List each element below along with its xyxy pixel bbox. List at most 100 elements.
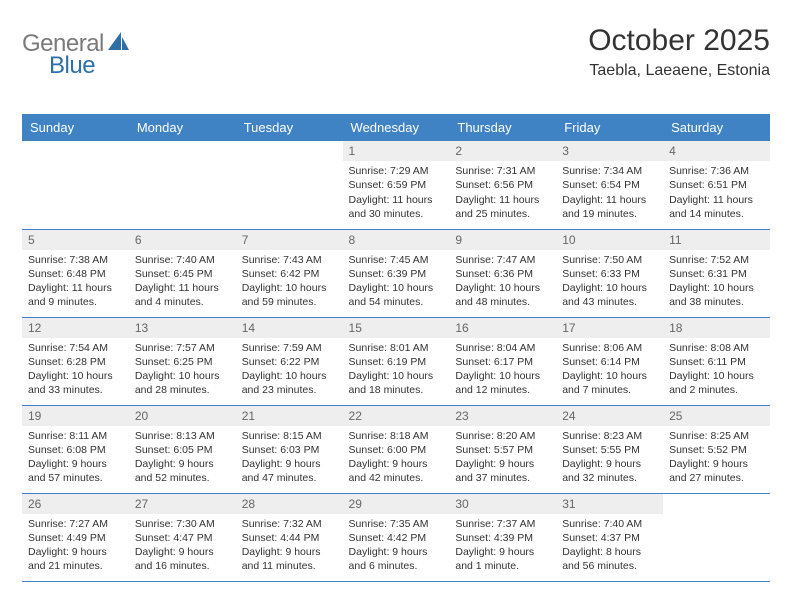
sunset-line: Sunset: 4:37 PM: [562, 531, 657, 545]
day-number: 9: [449, 230, 556, 250]
day-number: 16: [449, 318, 556, 338]
day-cell: 19Sunrise: 8:11 AMSunset: 6:08 PMDayligh…: [22, 405, 129, 493]
day-number: 3: [556, 141, 663, 161]
daylight-line: Daylight: 9 hours and 27 minutes.: [669, 457, 764, 485]
daylight-line: Daylight: 9 hours and 6 minutes.: [349, 545, 444, 573]
weekday-header: Sunday: [22, 114, 129, 141]
sunset-line: Sunset: 6:28 PM: [28, 355, 123, 369]
month-title: October 2025: [588, 24, 770, 58]
sunset-line: Sunset: 4:42 PM: [349, 531, 444, 545]
day-cell: 2Sunrise: 7:31 AMSunset: 6:56 PMDaylight…: [449, 141, 556, 229]
header-row: General October 2025 Taebla, Laeaene, Es…: [22, 24, 770, 86]
sunrise-line: Sunrise: 7:36 AM: [669, 164, 764, 178]
daylight-line: Daylight: 10 hours and 23 minutes.: [242, 369, 337, 397]
sunset-line: Sunset: 6:39 PM: [349, 267, 444, 281]
day-cell: 18Sunrise: 8:08 AMSunset: 6:11 PMDayligh…: [663, 317, 770, 405]
day-cell: 10Sunrise: 7:50 AMSunset: 6:33 PMDayligh…: [556, 229, 663, 317]
sunrise-line: Sunrise: 8:08 AM: [669, 341, 764, 355]
sunrise-line: Sunrise: 7:43 AM: [242, 253, 337, 267]
day-number: 21: [236, 406, 343, 426]
sunset-line: Sunset: 4:39 PM: [455, 531, 550, 545]
calendar-table: SundayMondayTuesdayWednesdayThursdayFrid…: [22, 114, 770, 582]
day-number: 14: [236, 318, 343, 338]
sunrise-line: Sunrise: 8:15 AM: [242, 429, 337, 443]
day-number: 13: [129, 318, 236, 338]
day-cell: 22Sunrise: 8:18 AMSunset: 6:00 PMDayligh…: [343, 405, 450, 493]
daylight-line: Daylight: 8 hours and 56 minutes.: [562, 545, 657, 573]
daylight-line: Daylight: 9 hours and 11 minutes.: [242, 545, 337, 573]
day-cell: 26Sunrise: 7:27 AMSunset: 4:49 PMDayligh…: [22, 493, 129, 581]
day-number: 20: [129, 406, 236, 426]
sunrise-line: Sunrise: 8:06 AM: [562, 341, 657, 355]
day-cell: 28Sunrise: 7:32 AMSunset: 4:44 PMDayligh…: [236, 493, 343, 581]
sunset-line: Sunset: 5:55 PM: [562, 443, 657, 457]
weekday-header-row: SundayMondayTuesdayWednesdayThursdayFrid…: [22, 114, 770, 141]
day-cell: 1Sunrise: 7:29 AMSunset: 6:59 PMDaylight…: [343, 141, 450, 229]
sunset-line: Sunset: 6:31 PM: [669, 267, 764, 281]
day-cell: 25 Sunrise: 8:25 AMSunset: 5:52 PMDayligh…: [663, 405, 770, 493]
sunrise-line: Sunrise: 7:54 AM: [28, 341, 123, 355]
sunset-line: Sunset: 6:59 PM: [349, 178, 444, 192]
day-cell: 8Sunrise: 7:45 AMSunset: 6:39 PMDaylight…: [343, 229, 450, 317]
sunrise-line: Sunrise: 8:25 AM: [669, 429, 764, 443]
daylight-line: Daylight: 11 hours and 14 minutes.: [669, 193, 764, 221]
day-cell: 12Sunrise: 7:54 AMSunset: 6:28 PMDayligh…: [22, 317, 129, 405]
sunrise-line: Sunrise: 7:35 AM: [349, 517, 444, 531]
sunrise-line: Sunrise: 7:45 AM: [349, 253, 444, 267]
sunset-line: Sunset: 6:22 PM: [242, 355, 337, 369]
sunrise-line: Sunrise: 7:31 AM: [455, 164, 550, 178]
sunset-line: Sunset: 4:44 PM: [242, 531, 337, 545]
day-number: 11: [663, 230, 770, 250]
day-cell: 20Sunrise: 8:13 AMSunset: 6:05 PMDayligh…: [129, 405, 236, 493]
sunrise-line: Sunrise: 7:27 AM: [28, 517, 123, 531]
day-number: 27: [129, 494, 236, 514]
sunset-line: Sunset: 6:17 PM: [455, 355, 550, 369]
day-number: 6: [129, 230, 236, 250]
sunrise-line: Sunrise: 7:57 AM: [135, 341, 230, 355]
sunset-line: Sunset: 6:54 PM: [562, 178, 657, 192]
day-number: 23: [449, 406, 556, 426]
sunrise-line: Sunrise: 8:20 AM: [455, 429, 550, 443]
sunset-line: Sunset: 6:11 PM: [669, 355, 764, 369]
sunset-line: Sunset: 6:19 PM: [349, 355, 444, 369]
day-cell: 7Sunrise: 7:43 AMSunset: 6:42 PMDaylight…: [236, 229, 343, 317]
day-cell: 17Sunrise: 8:06 AMSunset: 6:14 PMDayligh…: [556, 317, 663, 405]
sunrise-line: Sunrise: 7:29 AM: [349, 164, 444, 178]
daylight-line: Daylight: 9 hours and 37 minutes.: [455, 457, 550, 485]
daylight-line: Daylight: 10 hours and 38 minutes.: [669, 281, 764, 309]
day-cell: 15Sunrise: 8:01 AMSunset: 6:19 PMDayligh…: [343, 317, 450, 405]
daylight-line: Daylight: 10 hours and 2 minutes.: [669, 369, 764, 397]
sunset-line: Sunset: 6:14 PM: [562, 355, 657, 369]
daylight-line: Daylight: 9 hours and 52 minutes.: [135, 457, 230, 485]
daylight-line: Daylight: 10 hours and 59 minutes.: [242, 281, 337, 309]
day-number: 24: [556, 406, 663, 426]
sunset-line: Sunset: 5:52 PM: [669, 443, 764, 457]
sunset-line: Sunset: 6:45 PM: [135, 267, 230, 281]
sunrise-line: Sunrise: 7:37 AM: [455, 517, 550, 531]
sunset-line: Sunset: 6:33 PM: [562, 267, 657, 281]
sunset-line: Sunset: 6:42 PM: [242, 267, 337, 281]
daylight-line: Daylight: 10 hours and 48 minutes.: [455, 281, 550, 309]
calendar-body: 1Sunrise: 7:29 AMSunset: 6:59 PMDaylight…: [22, 141, 770, 581]
day-number: 10: [556, 230, 663, 250]
title-block: October 2025 Taebla, Laeaene, Estonia: [588, 24, 770, 86]
sunrise-line: Sunrise: 7:38 AM: [28, 253, 123, 267]
empty-cell: [663, 493, 770, 581]
daylight-line: Daylight: 10 hours and 43 minutes.: [562, 281, 657, 309]
day-number: 30: [449, 494, 556, 514]
sunset-line: Sunset: 4:47 PM: [135, 531, 230, 545]
day-cell: 29Sunrise: 7:35 AMSunset: 4:42 PMDayligh…: [343, 493, 450, 581]
sunset-line: Sunset: 5:57 PM: [455, 443, 550, 457]
daylight-line: Daylight: 10 hours and 18 minutes.: [349, 369, 444, 397]
sunset-line: Sunset: 6:51 PM: [669, 178, 764, 192]
sunrise-line: Sunrise: 8:13 AM: [135, 429, 230, 443]
day-cell: 13Sunrise: 7:57 AMSunset: 6:25 PMDayligh…: [129, 317, 236, 405]
daylight-line: Daylight: 9 hours and 32 minutes.: [562, 457, 657, 485]
day-cell: 16Sunrise: 8:04 AMSunset: 6:17 PMDayligh…: [449, 317, 556, 405]
daylight-line: Daylight: 11 hours and 30 minutes.: [349, 193, 444, 221]
day-number: 25: [663, 406, 770, 426]
sunset-line: Sunset: 6:08 PM: [28, 443, 123, 457]
daylight-line: Daylight: 11 hours and 9 minutes.: [28, 281, 123, 309]
day-cell: 24Sunrise: 8:23 AMSunset: 5:55 PMDayligh…: [556, 405, 663, 493]
day-cell: 3Sunrise: 7:34 AMSunset: 6:54 PMDaylight…: [556, 141, 663, 229]
